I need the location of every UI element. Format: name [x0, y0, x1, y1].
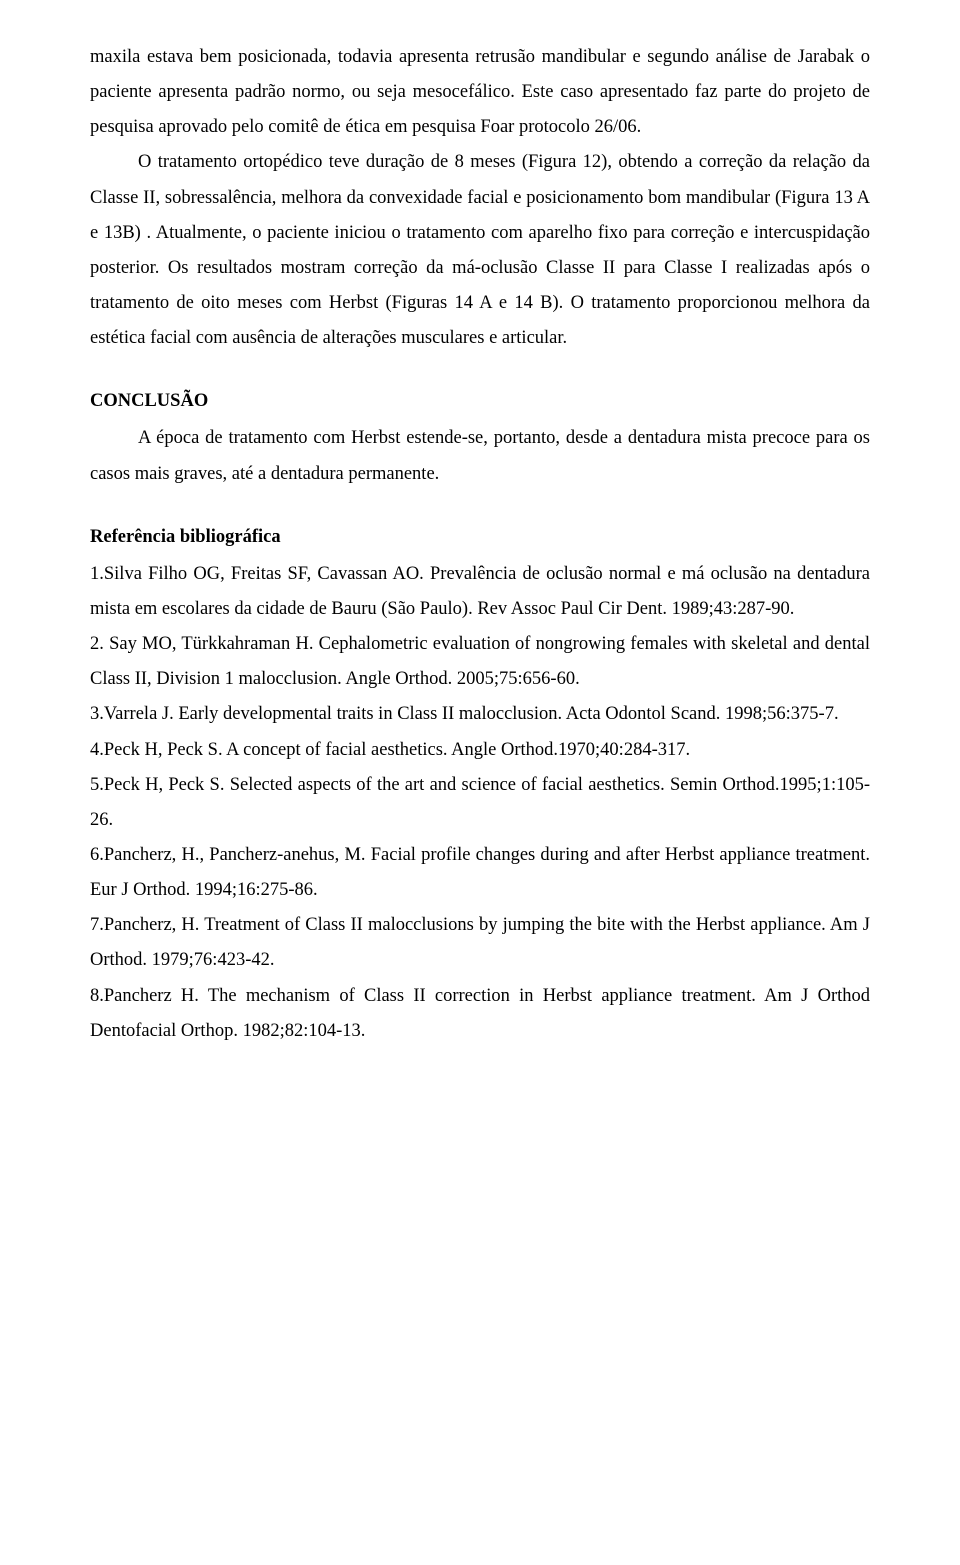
body-paragraph-2: O tratamento ortopédico teve duração de …: [90, 145, 870, 356]
reference-item: 8.Pancherz H. The mechanism of Class II …: [90, 979, 870, 1049]
reference-item: 7.Pancherz, H. Treatment of Class II mal…: [90, 908, 870, 978]
body-paragraph-1-continued: maxila estava bem posicionada, todavia a…: [90, 40, 870, 145]
reference-item: 2. Say MO, Türkkahraman H. Cephalometric…: [90, 627, 870, 697]
conclusion-heading: CONCLUSÃO: [90, 384, 870, 419]
reference-item: 1.Silva Filho OG, Freitas SF, Cavassan A…: [90, 557, 870, 627]
reference-item: 6.Pancherz, H., Pancherz-anehus, M. Faci…: [90, 838, 870, 908]
reference-item: 4.Peck H, Peck S. A concept of facial ae…: [90, 733, 870, 768]
reference-item: 5.Peck H, Peck S. Selected aspects of th…: [90, 768, 870, 838]
reference-item: 3.Varrela J. Early developmental traits …: [90, 697, 870, 732]
conclusion-body: A época de tratamento com Herbst estende…: [90, 421, 870, 491]
references-heading: Referência bibliográfica: [90, 520, 870, 555]
